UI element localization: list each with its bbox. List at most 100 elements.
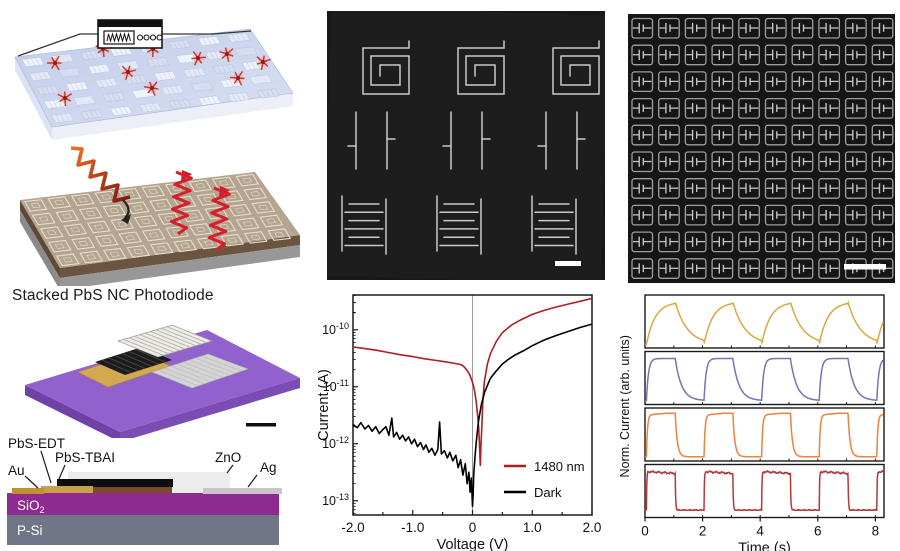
label-psi: P-Si <box>17 523 43 538</box>
resonator-cell <box>764 44 787 66</box>
absorbed-arrow-icon <box>121 214 131 224</box>
resonator-cell <box>711 44 734 66</box>
iv-x-tick-label: 2.0 <box>583 520 602 535</box>
resonator-cell <box>684 97 707 119</box>
iv-x-tick-label: -2.0 <box>341 520 364 535</box>
resonator-cell <box>738 71 760 93</box>
resonator-cell <box>818 204 841 226</box>
resonator-cell <box>711 71 734 93</box>
laser-spot-icon <box>121 65 136 80</box>
traces-x-axis-label: Time (s) <box>738 541 791 551</box>
resonator-cell <box>684 231 707 253</box>
light-wave-icons <box>70 146 231 252</box>
resonator-cell <box>818 231 841 253</box>
layer-au <box>12 488 44 494</box>
resonator-cell <box>631 151 654 173</box>
signal-generator-box <box>17 19 252 57</box>
emitted-light-wave-icon <box>207 186 231 252</box>
iv-y-tick-label: 10-10 <box>322 321 349 337</box>
resonator-cell <box>738 124 760 146</box>
resonator-cell <box>871 17 894 39</box>
resonator-cell <box>764 71 787 93</box>
device-array <box>21 32 280 123</box>
iv-legend-label-light: 1480 nm <box>534 459 585 474</box>
resonator-cell <box>871 151 894 173</box>
spiral-pattern <box>457 40 505 95</box>
traces-y-axis-label: Norm. Current (arb. units) <box>620 335 632 477</box>
iv-y-tick-label: 10-12 <box>322 435 349 451</box>
laser-writing-illustration <box>14 19 294 140</box>
knob-icon <box>136 34 144 41</box>
resonator-cell <box>658 124 680 146</box>
resonator-cell <box>764 178 787 199</box>
label-zno: ZnO <box>215 450 241 465</box>
laser-spot-icon <box>143 81 159 96</box>
resonator-cell <box>711 258 734 279</box>
metasurface-substrate <box>20 172 300 286</box>
resonator-cell <box>711 231 734 253</box>
spiral-pattern <box>362 40 410 95</box>
metasurface-emission-illustration <box>20 146 300 286</box>
trace-panel-2 <box>644 350 885 406</box>
label-pbs-edt: PbS-EDT <box>8 436 65 451</box>
photodiode-panel-title: Stacked PbS NC Photodiode <box>12 287 214 304</box>
resonator-cell <box>791 44 814 66</box>
resonator-cell <box>658 231 680 253</box>
resonator-cell <box>844 44 867 66</box>
layer-sio2 <box>7 493 279 515</box>
label-pbs-tbai: PbS-TBAI <box>55 450 115 465</box>
iv-y-tick-label: 10-13 <box>322 492 349 508</box>
resonator-cell <box>871 97 894 119</box>
resonator-cell <box>844 178 867 199</box>
emitted-light-wave-icon <box>169 170 193 236</box>
knob-icon <box>149 34 157 41</box>
resonator-cell <box>711 151 734 173</box>
resonator-cell <box>871 231 894 253</box>
resonator-cell <box>871 178 894 199</box>
resonator-cell <box>791 17 814 39</box>
silver-pad <box>151 353 249 389</box>
layer-pbs-tbai <box>57 487 172 493</box>
resonator-cell <box>631 204 654 226</box>
resonator-cell <box>791 204 814 226</box>
resonator-cell <box>684 44 707 66</box>
resonator-cell <box>658 17 680 39</box>
trace-fast-rise-slow-decay <box>645 357 884 402</box>
trace-panel-1 <box>644 294 885 349</box>
resonator-cell <box>844 97 867 119</box>
resonator-cell <box>684 204 707 226</box>
waveform-display-icon <box>106 32 131 43</box>
resonator-cell <box>738 97 760 119</box>
resonator-cell <box>818 71 841 93</box>
resonator-cell <box>871 124 894 146</box>
knob-icon <box>156 34 163 41</box>
resonator-cell <box>631 44 654 66</box>
resonator-cell <box>684 178 707 199</box>
resonator-cell <box>738 44 760 66</box>
incident-light-wave-icon <box>70 146 131 203</box>
traces-x-tick-label: 2 <box>699 524 707 539</box>
laser-spot-icon <box>47 55 62 71</box>
resonator-cell <box>738 17 760 39</box>
resonator-cell <box>658 204 680 226</box>
iv-curve-chart: -2.0 -1.0 0 1.0 2.0 10-10 10-11 10-12 10-13 Volt… <box>318 294 602 551</box>
scale-bar <box>246 423 276 427</box>
sem-image-resonator-array <box>628 14 895 283</box>
resonator-cell <box>658 178 680 199</box>
resonator-cell <box>711 124 734 146</box>
iv-legend-label-dark: Dark <box>534 485 562 500</box>
resonator-cell <box>791 231 814 253</box>
resonator-cell <box>818 44 841 66</box>
resonator-cell <box>738 258 760 279</box>
resonator-cell <box>738 151 760 173</box>
resonator-cell <box>764 204 787 226</box>
traces-x-tick-label: 6 <box>814 524 822 539</box>
traces-x-tick-label: 0 <box>641 524 649 539</box>
traces-x-tick-label: 4 <box>756 524 764 539</box>
resonator-cell <box>818 17 841 39</box>
grating-chip <box>116 324 214 358</box>
resonator-cell <box>764 124 787 146</box>
iv-x-tick-label: -1.0 <box>401 520 424 535</box>
resonator-cell <box>631 97 654 119</box>
